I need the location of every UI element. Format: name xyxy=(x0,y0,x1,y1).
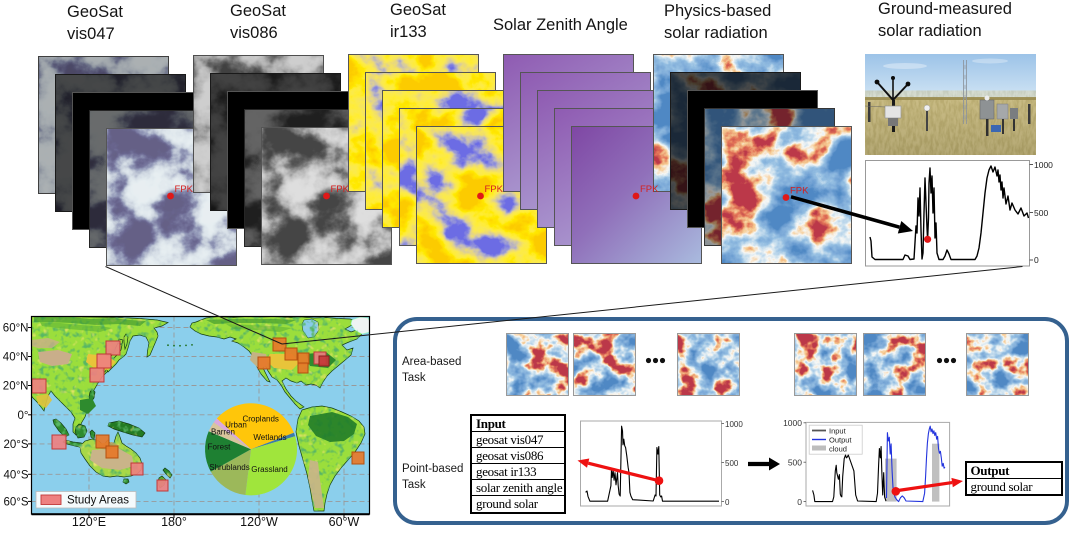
svg-text:120°E: 120°E xyxy=(72,515,106,529)
svg-text:1000: 1000 xyxy=(725,420,743,429)
svg-text:FPK: FPK xyxy=(175,184,194,195)
svg-text:40°N: 40°N xyxy=(3,352,29,364)
svg-text:Input: Input xyxy=(829,426,847,435)
svg-text:0: 0 xyxy=(725,498,730,507)
svg-text:Output: Output xyxy=(829,435,852,444)
svg-text:Urban: Urban xyxy=(225,420,247,429)
svg-text:20°N: 20°N xyxy=(3,381,29,393)
svg-text:60°N: 60°N xyxy=(3,323,29,335)
svg-text:Croplands: Croplands xyxy=(242,415,278,424)
svg-text:40°S: 40°S xyxy=(3,469,28,481)
svg-text:FPK: FPK xyxy=(485,184,504,195)
svg-text:FPK: FPK xyxy=(790,186,809,197)
svg-text:1000: 1000 xyxy=(783,418,802,428)
svg-text:Barren: Barren xyxy=(211,428,235,437)
svg-text:60°S: 60°S xyxy=(3,496,28,508)
svg-text:FPK: FPK xyxy=(331,184,350,195)
svg-text:180°: 180° xyxy=(161,515,187,529)
svg-text:1000: 1000 xyxy=(1034,160,1053,170)
svg-text:Shrublands: Shrublands xyxy=(209,463,249,472)
svg-text:0°: 0° xyxy=(18,410,29,422)
svg-text:500: 500 xyxy=(1034,208,1048,218)
svg-text:0: 0 xyxy=(1034,255,1039,265)
svg-text:60°W: 60°W xyxy=(329,515,360,529)
svg-text:500: 500 xyxy=(788,458,802,468)
svg-text:Wetlands: Wetlands xyxy=(253,433,286,442)
svg-text:0: 0 xyxy=(797,497,802,507)
svg-text:Forest: Forest xyxy=(208,442,231,451)
svg-text:Study Areas: Study Areas xyxy=(67,495,129,507)
svg-text:Grassland: Grassland xyxy=(251,465,287,474)
svg-text:120°W: 120°W xyxy=(240,515,278,529)
svg-text:cloud: cloud xyxy=(829,444,847,453)
svg-text:FPK: FPK xyxy=(640,184,659,195)
svg-text:20°S: 20°S xyxy=(3,439,28,451)
svg-text:500: 500 xyxy=(725,459,739,468)
